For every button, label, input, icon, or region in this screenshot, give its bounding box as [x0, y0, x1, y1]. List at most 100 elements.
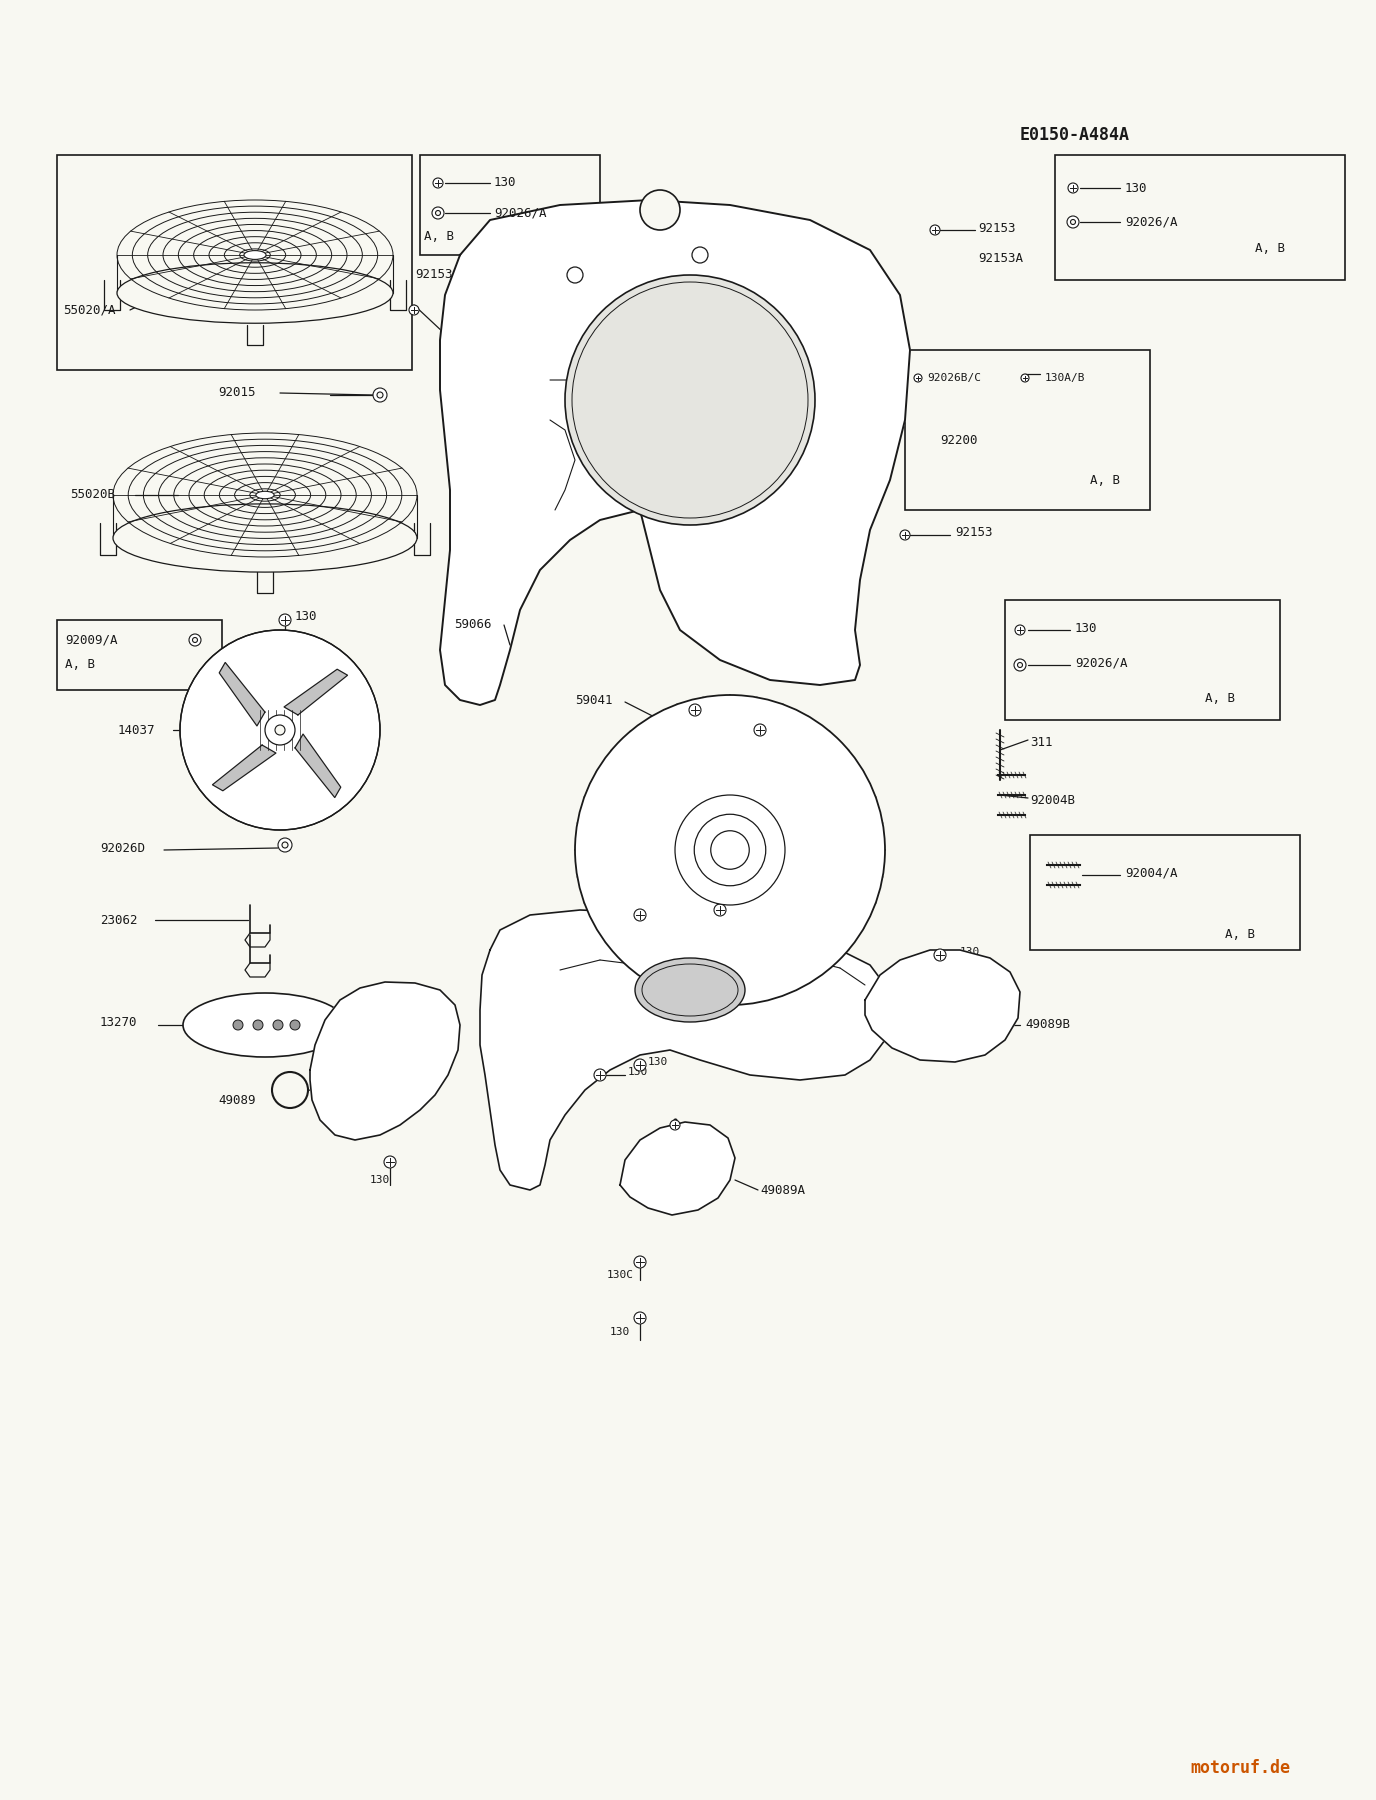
Circle shape [432, 207, 444, 220]
Text: 92153: 92153 [416, 268, 453, 281]
Circle shape [282, 842, 288, 848]
Text: 23062: 23062 [100, 914, 138, 927]
Text: 49089A: 49089A [760, 1184, 805, 1197]
Circle shape [1017, 662, 1022, 668]
Text: A, B: A, B [1205, 691, 1236, 704]
Text: 92004/A: 92004/A [1126, 866, 1178, 880]
Circle shape [272, 1073, 308, 1109]
Text: 311: 311 [1031, 736, 1053, 749]
Text: 130: 130 [1126, 182, 1148, 194]
Text: A: A [286, 1084, 293, 1096]
Text: 14037: 14037 [118, 724, 155, 736]
Text: A, B: A, B [424, 230, 454, 243]
Text: 130A/B: 130A/B [1044, 373, 1086, 383]
Circle shape [1068, 184, 1077, 193]
Polygon shape [621, 1121, 735, 1215]
Bar [56, 155, 411, 371]
Circle shape [1014, 659, 1026, 671]
Text: 130: 130 [716, 700, 738, 713]
Circle shape [634, 1058, 645, 1071]
Bar [1004, 599, 1280, 720]
Bar [56, 619, 222, 689]
Circle shape [634, 1312, 645, 1325]
Text: E0150-A484A: E0150-A484A [1020, 126, 1130, 144]
Text: 92200: 92200 [940, 434, 977, 446]
Circle shape [934, 949, 947, 961]
Text: 92015: 92015 [217, 387, 256, 400]
Circle shape [711, 832, 750, 869]
Circle shape [692, 247, 709, 263]
Text: 92026B/C: 92026B/C [927, 373, 981, 383]
Circle shape [689, 704, 700, 716]
Circle shape [634, 1256, 645, 1267]
Text: 59066: 59066 [454, 619, 491, 632]
Text: 130C: 130C [607, 1271, 633, 1280]
Circle shape [409, 304, 420, 315]
Text: 92009/A: 92009/A [65, 634, 117, 646]
Circle shape [290, 1021, 300, 1030]
Text: 130: 130 [494, 176, 516, 189]
Text: A, B: A, B [1090, 473, 1120, 486]
Ellipse shape [113, 504, 417, 572]
Circle shape [373, 389, 387, 401]
Text: A: A [656, 203, 663, 216]
Bar [905, 349, 1150, 509]
Text: 92026/A: 92026/A [494, 207, 546, 220]
Circle shape [272, 1021, 283, 1030]
Text: 92153: 92153 [978, 221, 1015, 234]
Polygon shape [310, 983, 460, 1139]
Ellipse shape [634, 958, 744, 1022]
Text: 92004B: 92004B [1031, 794, 1075, 806]
Text: 49089: 49089 [217, 1093, 256, 1107]
Circle shape [1021, 374, 1029, 382]
Circle shape [233, 1021, 244, 1030]
Bar [420, 155, 600, 256]
Circle shape [575, 695, 885, 1004]
Text: 92153A: 92153A [978, 252, 1022, 265]
Polygon shape [219, 662, 266, 725]
Text: A, B: A, B [65, 659, 95, 671]
Text: A, B: A, B [1225, 929, 1255, 941]
Text: motoruf.de: motoruf.de [1190, 1759, 1291, 1777]
Text: 55020/A: 55020/A [63, 304, 116, 317]
Text: 130: 130 [1075, 621, 1098, 635]
Polygon shape [212, 745, 277, 790]
Circle shape [275, 725, 285, 734]
Polygon shape [440, 200, 910, 706]
Circle shape [594, 1069, 605, 1082]
Text: 130: 130 [294, 610, 318, 623]
Circle shape [900, 529, 910, 540]
Text: 130: 130 [780, 720, 802, 734]
Ellipse shape [244, 250, 266, 259]
Circle shape [193, 637, 198, 643]
Circle shape [384, 1156, 396, 1168]
Text: 130: 130 [960, 947, 980, 958]
Circle shape [435, 211, 440, 216]
Polygon shape [294, 734, 341, 797]
Circle shape [640, 191, 680, 230]
Circle shape [567, 266, 583, 283]
Text: 49089B: 49089B [1025, 1019, 1071, 1031]
Text: 92153: 92153 [955, 526, 992, 540]
Text: 130: 130 [648, 905, 669, 914]
Circle shape [1071, 220, 1076, 225]
Ellipse shape [117, 263, 394, 324]
Circle shape [566, 275, 815, 526]
Text: 130: 130 [648, 1057, 669, 1067]
Circle shape [634, 909, 645, 922]
Circle shape [266, 715, 294, 745]
Text: 13270: 13270 [100, 1017, 138, 1030]
Circle shape [930, 225, 940, 236]
Circle shape [278, 839, 292, 851]
Circle shape [676, 796, 784, 905]
Text: A, B: A, B [1255, 241, 1285, 254]
Text: 59041: 59041 [575, 693, 612, 706]
Circle shape [670, 1120, 680, 1130]
Circle shape [279, 614, 290, 626]
Circle shape [714, 904, 727, 916]
Polygon shape [866, 950, 1020, 1062]
Circle shape [1015, 625, 1025, 635]
Text: 55020B: 55020B [70, 488, 116, 502]
Circle shape [695, 814, 766, 886]
Text: 92026/A: 92026/A [1075, 657, 1127, 670]
